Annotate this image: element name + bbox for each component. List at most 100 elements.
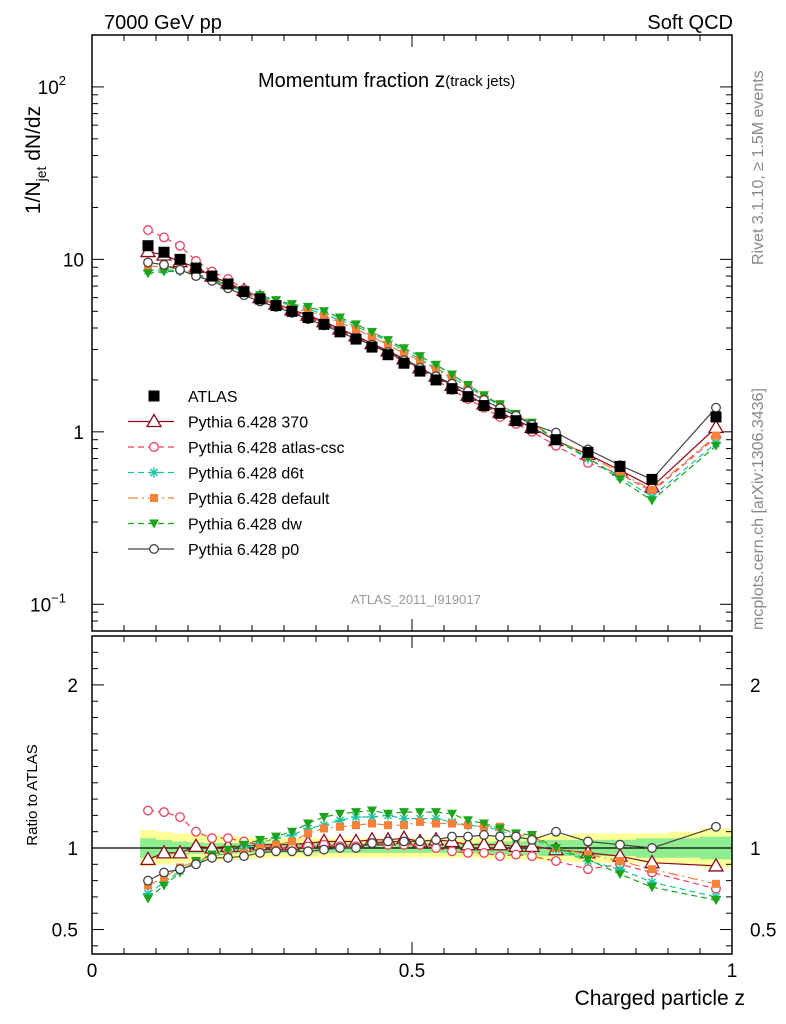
plot-title-z: z (435, 69, 446, 92)
y-tick-label: 102 (38, 73, 66, 99)
ratio-data-point (303, 846, 313, 857)
ratio-data-point (287, 846, 297, 857)
ratio-data-point (319, 813, 329, 823)
legend-label: Pythia 6.428 370 (188, 415, 308, 432)
data-point (446, 383, 458, 395)
legend-label: ATLAS (188, 389, 238, 406)
ratio-data-point (495, 851, 505, 862)
ratio-data-point (336, 822, 344, 831)
ratio-data-point (271, 846, 281, 857)
ratio-data-point (399, 836, 409, 847)
header-right: Soft QCD (647, 12, 733, 34)
ratio-data-point (400, 821, 408, 830)
y-tick-label-base: 10 (30, 595, 51, 616)
legend-label: Pythia 6.428 default (188, 491, 330, 508)
legend-entry: Pythia 6.428 370 (128, 413, 308, 432)
ratio-data-point (239, 840, 249, 850)
ratio-data-point (712, 879, 720, 888)
ratio-y-tick-label-right: 2 (750, 676, 761, 697)
ratio-data-point (463, 847, 473, 858)
data-point (367, 327, 377, 337)
ratio-data-point (272, 840, 280, 849)
analysis-id: ATLAS_2011_I919017 (351, 592, 481, 607)
header-left: 7000 GeV pp (104, 12, 222, 34)
data-point (351, 320, 361, 330)
ratio-data-point (159, 867, 169, 878)
data-point (647, 496, 657, 506)
ratio-data-point (551, 844, 561, 853)
data-point (430, 374, 442, 386)
y-tick-label-exponent: −1 (51, 590, 66, 605)
data-point (254, 293, 266, 305)
ratio-data-point (319, 844, 329, 855)
data-point (399, 344, 409, 354)
ratio-data-point (187, 838, 205, 853)
data-point (646, 473, 658, 485)
ratio-data-point (143, 805, 153, 816)
ratio-data-point (415, 836, 425, 847)
ratio-data-point (287, 827, 297, 837)
ratio-data-point (495, 824, 505, 834)
data-point (335, 313, 345, 323)
ratio-data-point (143, 875, 153, 886)
ratio-data-point (207, 852, 217, 863)
data-point (174, 253, 186, 265)
x-tick-label: 0.5 (399, 961, 425, 982)
legend-marker (149, 442, 159, 452)
data-point (400, 349, 408, 358)
data-point (175, 264, 185, 275)
ratio-y-tick-label-left: 1 (67, 839, 78, 860)
data-point (710, 411, 722, 423)
data-point (336, 318, 344, 327)
ratio-data-point (447, 846, 457, 857)
ratio-series-5 (143, 821, 721, 886)
data-point (159, 232, 169, 243)
data-point (143, 257, 153, 268)
legend-marker (150, 494, 158, 502)
legend-marker (145, 413, 163, 428)
ratio-data-point (384, 821, 392, 830)
data-point (431, 360, 441, 370)
data-point (510, 415, 522, 427)
data-point (350, 333, 362, 345)
data-point (366, 341, 378, 353)
legend-entry: Pythia 6.428 d6t (128, 466, 304, 483)
data-point (398, 357, 410, 369)
data-point (526, 422, 538, 434)
ratio-data-point (320, 824, 328, 833)
ratio-data-point (223, 845, 233, 855)
legend-label: Pythia 6.428 p0 (188, 542, 299, 559)
legend-marker (149, 544, 159, 554)
ratio-data-point (416, 817, 424, 826)
y-axis-label-part: jet (33, 167, 49, 183)
data-point (616, 468, 624, 477)
ratio-data-point (335, 809, 345, 819)
ratio-data-point (159, 807, 169, 818)
asterisk-stroke (368, 813, 376, 822)
data-point (159, 259, 169, 270)
ratio-data-point (415, 808, 425, 818)
ratio-data-point (432, 819, 440, 828)
ratio-data-point (647, 883, 657, 893)
ratio-y-tick-label-left: 0.5 (52, 921, 78, 942)
data-point (648, 485, 656, 494)
ratio-data-point (463, 831, 473, 842)
ratio-data-point (463, 816, 473, 826)
legend-label: Pythia 6.428 atlas-csc (188, 440, 345, 457)
ratio-data-point (495, 831, 505, 842)
ratio-data-point (255, 835, 265, 845)
data-point (143, 269, 153, 279)
data-point (550, 434, 562, 446)
legend-entry: Pythia 6.428 default (128, 491, 330, 508)
ratio-data-point (207, 833, 217, 844)
legend-label: Pythia 6.428 d6t (188, 466, 304, 483)
ratio-data-point (447, 809, 457, 819)
data-point (463, 380, 473, 390)
ratio-series-4 (143, 806, 721, 906)
ratio-data-point (479, 830, 489, 840)
legend-entry: ATLAS (148, 389, 238, 406)
ratio-data-point (431, 834, 441, 845)
data-point (382, 349, 394, 361)
